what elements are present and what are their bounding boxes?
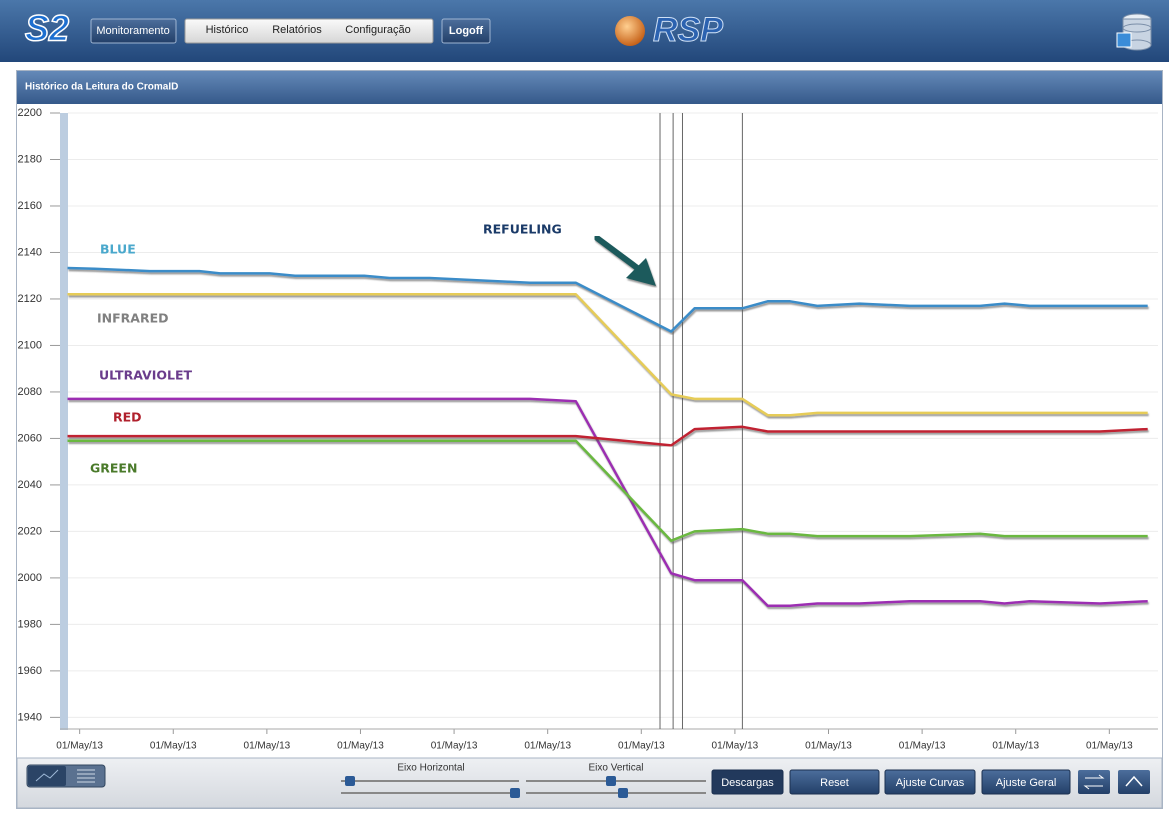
- chart: 1940 1960 1980 2000 2020 2040 2060 2080 2100 2120…: [18, 107, 1158, 752]
- y-tick-label: 2200: [18, 107, 42, 119]
- icon: [35, 769, 59, 782]
- nav-group: [184, 18, 434, 44]
- nav-button[interactable]: [441, 18, 491, 44]
- icon: [77, 769, 95, 783]
- x-tick-label: 01/May/13: [56, 741, 103, 752]
- toolbar-button[interactable]: [884, 769, 976, 795]
- y-tick-label: 2180: [18, 153, 42, 165]
- axis-strip: [60, 113, 68, 730]
- panel-title: Histórico da Leitura do CromaID: [25, 82, 178, 93]
- x-tick-label: 01/May/13: [899, 741, 946, 752]
- x-tick-label: 01/May/13: [805, 741, 852, 752]
- nav-label[interactable]: Configuração: [345, 24, 410, 36]
- x-tick-label: 01/May/13: [431, 741, 478, 752]
- nav-label[interactable]: Monitoramento: [96, 25, 169, 37]
- y-tick-label: 1960: [18, 665, 42, 677]
- x-tick-label: 01/May/13: [618, 741, 665, 752]
- y-tick-label: 1940: [18, 711, 42, 723]
- x-tick-label: 01/May/13: [1086, 741, 1133, 752]
- toolbar-button[interactable]: [981, 769, 1071, 795]
- slider[interactable]: [341, 776, 706, 798]
- icon: [1083, 774, 1105, 790]
- series-label: ULTRAVIOLET: [99, 368, 192, 383]
- x-tick-label: 01/May/13: [337, 741, 384, 752]
- database-icon: [1116, 13, 1152, 51]
- annotation: REFUELING: [483, 222, 562, 237]
- y-tick-label: 2060: [18, 432, 42, 444]
- brand: RSP: [653, 11, 723, 49]
- toolbar-button[interactable]: [789, 769, 880, 795]
- x-tick-label: 01/May/13: [524, 741, 571, 752]
- series-label: INFRARED: [97, 311, 169, 326]
- y-tick-label: 2140: [18, 246, 42, 258]
- y-tick-label: 2000: [18, 572, 42, 584]
- up-button[interactable]: [1118, 770, 1150, 794]
- series-label: BLUE: [100, 242, 136, 257]
- x-tick-label: 01/May/13: [244, 741, 291, 752]
- icon: [1125, 775, 1143, 787]
- nav-label[interactable]: Logoff: [449, 25, 484, 37]
- brand-orb: [615, 16, 645, 46]
- series-label: GREEN: [90, 461, 137, 476]
- logo: S2: [25, 8, 69, 49]
- y-tick-label: 1980: [18, 618, 42, 630]
- panel-title-bar: [17, 71, 1162, 104]
- series-line: [67, 293, 1148, 417]
- y-tick-label: 2160: [18, 200, 42, 212]
- slider-label: Eixo Horizontal: [397, 763, 464, 774]
- nav-label[interactable]: Relatórios: [272, 24, 322, 36]
- series-line: [67, 397, 1148, 608]
- series-line: [67, 266, 1148, 333]
- arrow-head: [626, 258, 656, 286]
- y-tick-label: 2120: [18, 293, 42, 305]
- panel: [16, 70, 1163, 809]
- toolbar-button-label[interactable]: Ajuste Curvas: [896, 777, 965, 789]
- toolbar-button-label[interactable]: Descargas: [721, 777, 774, 789]
- arrow: [594, 235, 643, 273]
- swap-button[interactable]: [1078, 770, 1110, 794]
- toolbar-button[interactable]: [711, 769, 784, 795]
- slider-label: Eixo Vertical: [588, 763, 643, 774]
- x-tick-label: 01/May/13: [992, 741, 1039, 752]
- x-tick-label: 01/May/13: [712, 741, 759, 752]
- nav-label[interactable]: Histórico: [206, 24, 249, 36]
- toolbar-button-label[interactable]: Ajuste Geral: [996, 777, 1057, 789]
- y-tick-label: 2020: [18, 525, 42, 537]
- x-tick-label: 01/May/13: [150, 741, 197, 752]
- button-row: Descargas Reset Ajuste Curvas Ajuste Geral: [711, 769, 1071, 795]
- series-line: [67, 425, 1148, 447]
- toolbar-button-label[interactable]: Reset: [820, 777, 849, 789]
- series-label: RED: [113, 410, 142, 425]
- y-tick-label: 2100: [18, 339, 42, 351]
- y-tick-label: 2080: [18, 386, 42, 398]
- y-tick-label: 2040: [18, 479, 42, 491]
- series-line: [67, 439, 1148, 542]
- nav-button[interactable]: [90, 18, 177, 44]
